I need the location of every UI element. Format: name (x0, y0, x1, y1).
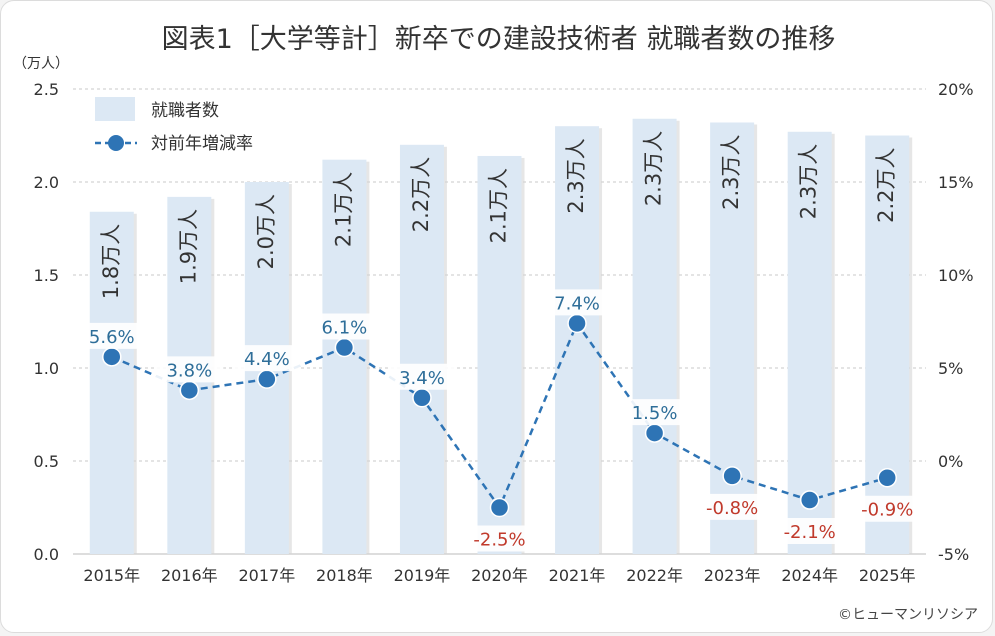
bar-value-label: 2.3万人 (564, 138, 588, 213)
bar (632, 118, 677, 554)
point-value-label: 6.1% (322, 318, 368, 339)
point-value-label: -0.8% (706, 498, 758, 519)
point-label-bg (543, 289, 612, 316)
point-value-label: 7.4% (554, 293, 600, 314)
series-point (334, 337, 355, 358)
left-axis-tick-label: 0.0 (34, 545, 59, 564)
right-axis-tick-label: 15% (938, 173, 974, 192)
legend-bar-swatch (95, 97, 135, 121)
bar-value-label: 2.3万人 (719, 134, 743, 209)
series-point (102, 347, 122, 367)
left-axis-unit: （万人） (13, 56, 69, 72)
bar-value-label: 2.2万人 (874, 148, 898, 223)
series-point (412, 388, 432, 408)
point-label-group: -0.8% (698, 493, 767, 520)
series-point (179, 380, 200, 401)
x-axis-tick-label: 2023年 (704, 566, 761, 585)
x-axis-tick-label: 2025年 (859, 566, 916, 585)
left-axis-tick-label: 2.5 (34, 80, 59, 99)
right-axis-tick-label: 10% (938, 266, 974, 285)
point-label-group: 7.4% (543, 289, 612, 316)
point-label-group: -2.5% (465, 525, 534, 552)
right-axis-tick-label: 5% (938, 359, 963, 378)
point-label-group: -0.9% (853, 495, 922, 522)
point-label-bg (853, 495, 922, 522)
point-label-group: 3.8% (155, 356, 224, 383)
point-value-label: -0.9% (861, 500, 913, 521)
x-axis-tick-label: 2024年 (781, 566, 838, 585)
left-axis-tick-label: 2.0 (34, 173, 59, 192)
bar-value-label: 1.9万人 (176, 209, 200, 284)
bar-value-label: 2.2万人 (409, 157, 433, 232)
point-label-group: 1.5% (620, 399, 689, 426)
point-label-bg (698, 493, 767, 520)
series-point (257, 369, 277, 389)
bar (787, 131, 832, 554)
x-axis-tick-label: 2019年 (394, 566, 451, 585)
point-label-group: 5.6% (77, 322, 146, 349)
point-label-bg (155, 356, 224, 383)
point-label-group: 4.4% (232, 345, 301, 372)
point-label-bg (620, 399, 689, 426)
series-point (489, 497, 510, 518)
bar-value-label: 1.8万人 (99, 224, 123, 299)
point-label-bg (775, 518, 844, 545)
right-axis-tick-label: 0% (938, 452, 963, 471)
point-label-bg (77, 322, 146, 349)
point-value-label: -2.1% (784, 522, 836, 543)
x-axis-tick-label: 2018年 (316, 566, 373, 585)
series-point (644, 423, 665, 443)
point-label-group: 3.4% (387, 363, 456, 390)
point-label-group: -2.1% (775, 518, 844, 545)
bar (89, 211, 134, 554)
point-label-bg (465, 525, 534, 552)
point-value-label: 5.6% (89, 327, 135, 348)
left-axis-tick-label: 0.5 (34, 452, 59, 471)
x-axis-tick-label: 2021年 (549, 566, 606, 585)
bar-value-label: 2.3万人 (642, 131, 666, 206)
point-value-label: 4.4% (244, 349, 290, 370)
bar-value-label: 2.0万人 (254, 194, 278, 269)
left-axis-tick-label: 1.0 (34, 359, 59, 378)
point-label-group: 6.1% (310, 313, 379, 340)
legend-line-label: 対前年増減率 (151, 134, 253, 154)
bar-value-label: 2.3万人 (797, 144, 821, 219)
x-axis-tick-label: 2016年 (161, 566, 218, 585)
point-label-bg (387, 363, 456, 390)
bar-value-label: 2.1万人 (331, 172, 355, 247)
series-point (722, 466, 742, 486)
legend-line-marker (108, 135, 124, 151)
x-axis-tick-label: 2015年 (83, 566, 140, 585)
chart-title: 図表1［大学等計］新卒での建設技術者 就職者数の推移 (161, 24, 836, 55)
right-axis-tick-label: 20% (938, 80, 974, 99)
bar (555, 126, 600, 554)
point-value-label: -2.5% (473, 530, 525, 551)
right-axis-tick-label: -5% (938, 545, 969, 564)
bar (399, 144, 444, 555)
point-value-label: 3.8% (166, 360, 212, 381)
x-axis-tick-label: 2017年 (238, 566, 295, 585)
point-label-bg (232, 345, 301, 372)
series-point (567, 313, 587, 334)
left-axis-tick-label: 1.5 (34, 266, 59, 285)
x-axis-tick-label: 2020年 (471, 566, 528, 585)
point-label-bg (310, 313, 379, 340)
legend-bar-label: 就職者数 (151, 101, 219, 121)
copyright-credit: ©ヒューマンリソシア (838, 607, 978, 623)
point-value-label: 1.5% (632, 403, 678, 424)
series-point (799, 490, 820, 510)
bar-value-label: 2.1万人 (487, 168, 511, 243)
series-point (877, 467, 897, 488)
x-axis-tick-label: 2022年 (626, 566, 683, 585)
point-value-label: 3.4% (399, 368, 445, 389)
